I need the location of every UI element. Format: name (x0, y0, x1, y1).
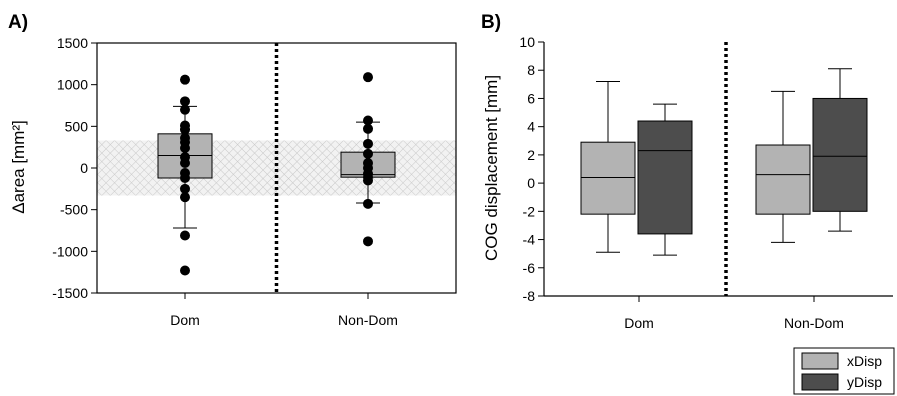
a-shaded-band (97, 140, 456, 196)
a-data-point (363, 148, 373, 159)
a-data-point (363, 175, 373, 186)
a-y-tick-label: 1000 (57, 77, 88, 93)
b-x-tick-label: Dom (624, 315, 654, 331)
a-data-point (363, 72, 373, 83)
a-data-point (180, 230, 190, 241)
legend-label-xdisp: xDisp (847, 353, 882, 369)
a-data-point (363, 123, 373, 134)
panel-a: A) 1500 1000 500 0 -500 -1000 -1500 Δarea [mm²… (8, 12, 457, 328)
a-data-point (180, 173, 190, 183)
a-y-axis-label: Δarea [mm²] (9, 120, 28, 214)
a-x-tick-label: Dom (170, 312, 200, 328)
legend-label-ydisp: yDisp (847, 374, 882, 390)
panel-a-label: A) (8, 12, 28, 33)
b-x-ticks: Dom Non-Dom (624, 296, 844, 331)
a-x-ticks: Dom Non-Dom (170, 293, 398, 328)
a-y-tick-label: -500 (60, 202, 88, 218)
a-data-point (180, 143, 190, 153)
b-x-tick-label: Non-Dom (784, 315, 844, 331)
b-y-tick-label: 4 (527, 119, 535, 135)
b-y-tick-label: -6 (523, 260, 536, 276)
b-box-ydisp (812, 97, 868, 212)
a-data-point (180, 124, 190, 135)
b-box-xdisp (755, 144, 811, 215)
a-y-tick-label: 0 (80, 160, 88, 176)
a-y-tick-label: 500 (65, 118, 89, 134)
b-axis: 10 8 6 4 2 0 -2 -4 -6 -8 (519, 34, 893, 304)
b-y-tick-label: -2 (523, 203, 536, 219)
legend-swatch-xdisp (801, 352, 839, 370)
a-data-point (180, 192, 190, 203)
a-data-point (363, 115, 373, 126)
legend: xDisp yDisp (793, 347, 895, 395)
a-data-point (180, 158, 190, 168)
b-box-ydisp (637, 120, 693, 235)
a-points (180, 72, 373, 276)
a-x-tick-label: Non-Dom (338, 312, 398, 328)
a-band-rect (97, 140, 456, 196)
a-axis: 1500 1000 500 0 -500 -1000 -1500 (52, 35, 457, 301)
panel-b: B) 10 8 6 4 2 0 -2 -4 -6 -8 COG displacement [mm]… (481, 12, 893, 331)
a-data-point (180, 183, 190, 194)
panel-b-label: B) (481, 12, 501, 33)
b-y-tick-label: -8 (523, 288, 536, 304)
a-data-point (363, 236, 373, 247)
a-data-point (180, 96, 190, 107)
b-y-tick-label: -4 (523, 232, 536, 248)
a-y-tick-label: 1500 (57, 35, 88, 51)
a-data-point (180, 104, 190, 115)
b-y-tick-label: 10 (519, 34, 535, 50)
b-y-tick-label: 8 (527, 62, 535, 78)
b-y-axis-label: COG displacement [mm] (482, 75, 501, 261)
b-box-xdisp (580, 141, 636, 215)
a-data-point (180, 74, 190, 85)
a-data-point (180, 265, 190, 276)
a-data-point (363, 198, 373, 209)
a-y-tick-label: -1000 (52, 243, 88, 259)
b-y-tick-label: 2 (527, 147, 535, 163)
b-boxes (580, 68, 868, 256)
legend-swatch-ydisp (801, 373, 839, 391)
b-y-tick-label: 6 (527, 90, 535, 106)
b-y-tick-label: 0 (527, 175, 535, 191)
a-y-tick-label: -1500 (52, 285, 88, 301)
a-data-point (363, 138, 373, 149)
